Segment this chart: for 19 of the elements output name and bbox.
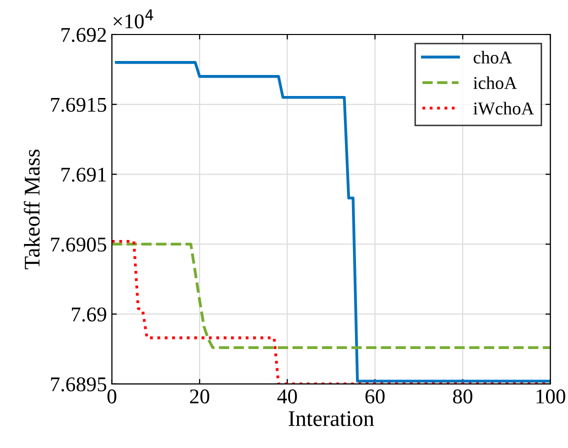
y-tick-label: 7.6905 (51, 238, 106, 252)
x-tick-label: 100 (536, 389, 566, 404)
legend-label: iWchoA (473, 102, 534, 115)
x-tick-label: 60 (365, 389, 385, 404)
y-tick-label: 7.6895 (51, 377, 106, 392)
x-axis-title: Interation (288, 411, 374, 426)
y-axis-title: Takeoff Mass (24, 150, 40, 270)
x-tick-label: 40 (277, 389, 297, 404)
line-series (112, 242, 550, 349)
x-tick-label: 20 (190, 389, 210, 404)
y-tick-label: 7.69 (72, 307, 106, 322)
y-tick-label: 7.691 (62, 168, 106, 182)
legend-label: choA (474, 50, 512, 64)
y-tick-label: 7.6915 (51, 98, 106, 112)
text: ×10$^{4}$ (114, 10, 154, 28)
x-tick-label: 0 (107, 389, 116, 404)
x-tick-label: 80 (453, 389, 472, 404)
legend-label: ichoA (473, 76, 517, 90)
y-tick-label: 7.692 (62, 28, 106, 42)
